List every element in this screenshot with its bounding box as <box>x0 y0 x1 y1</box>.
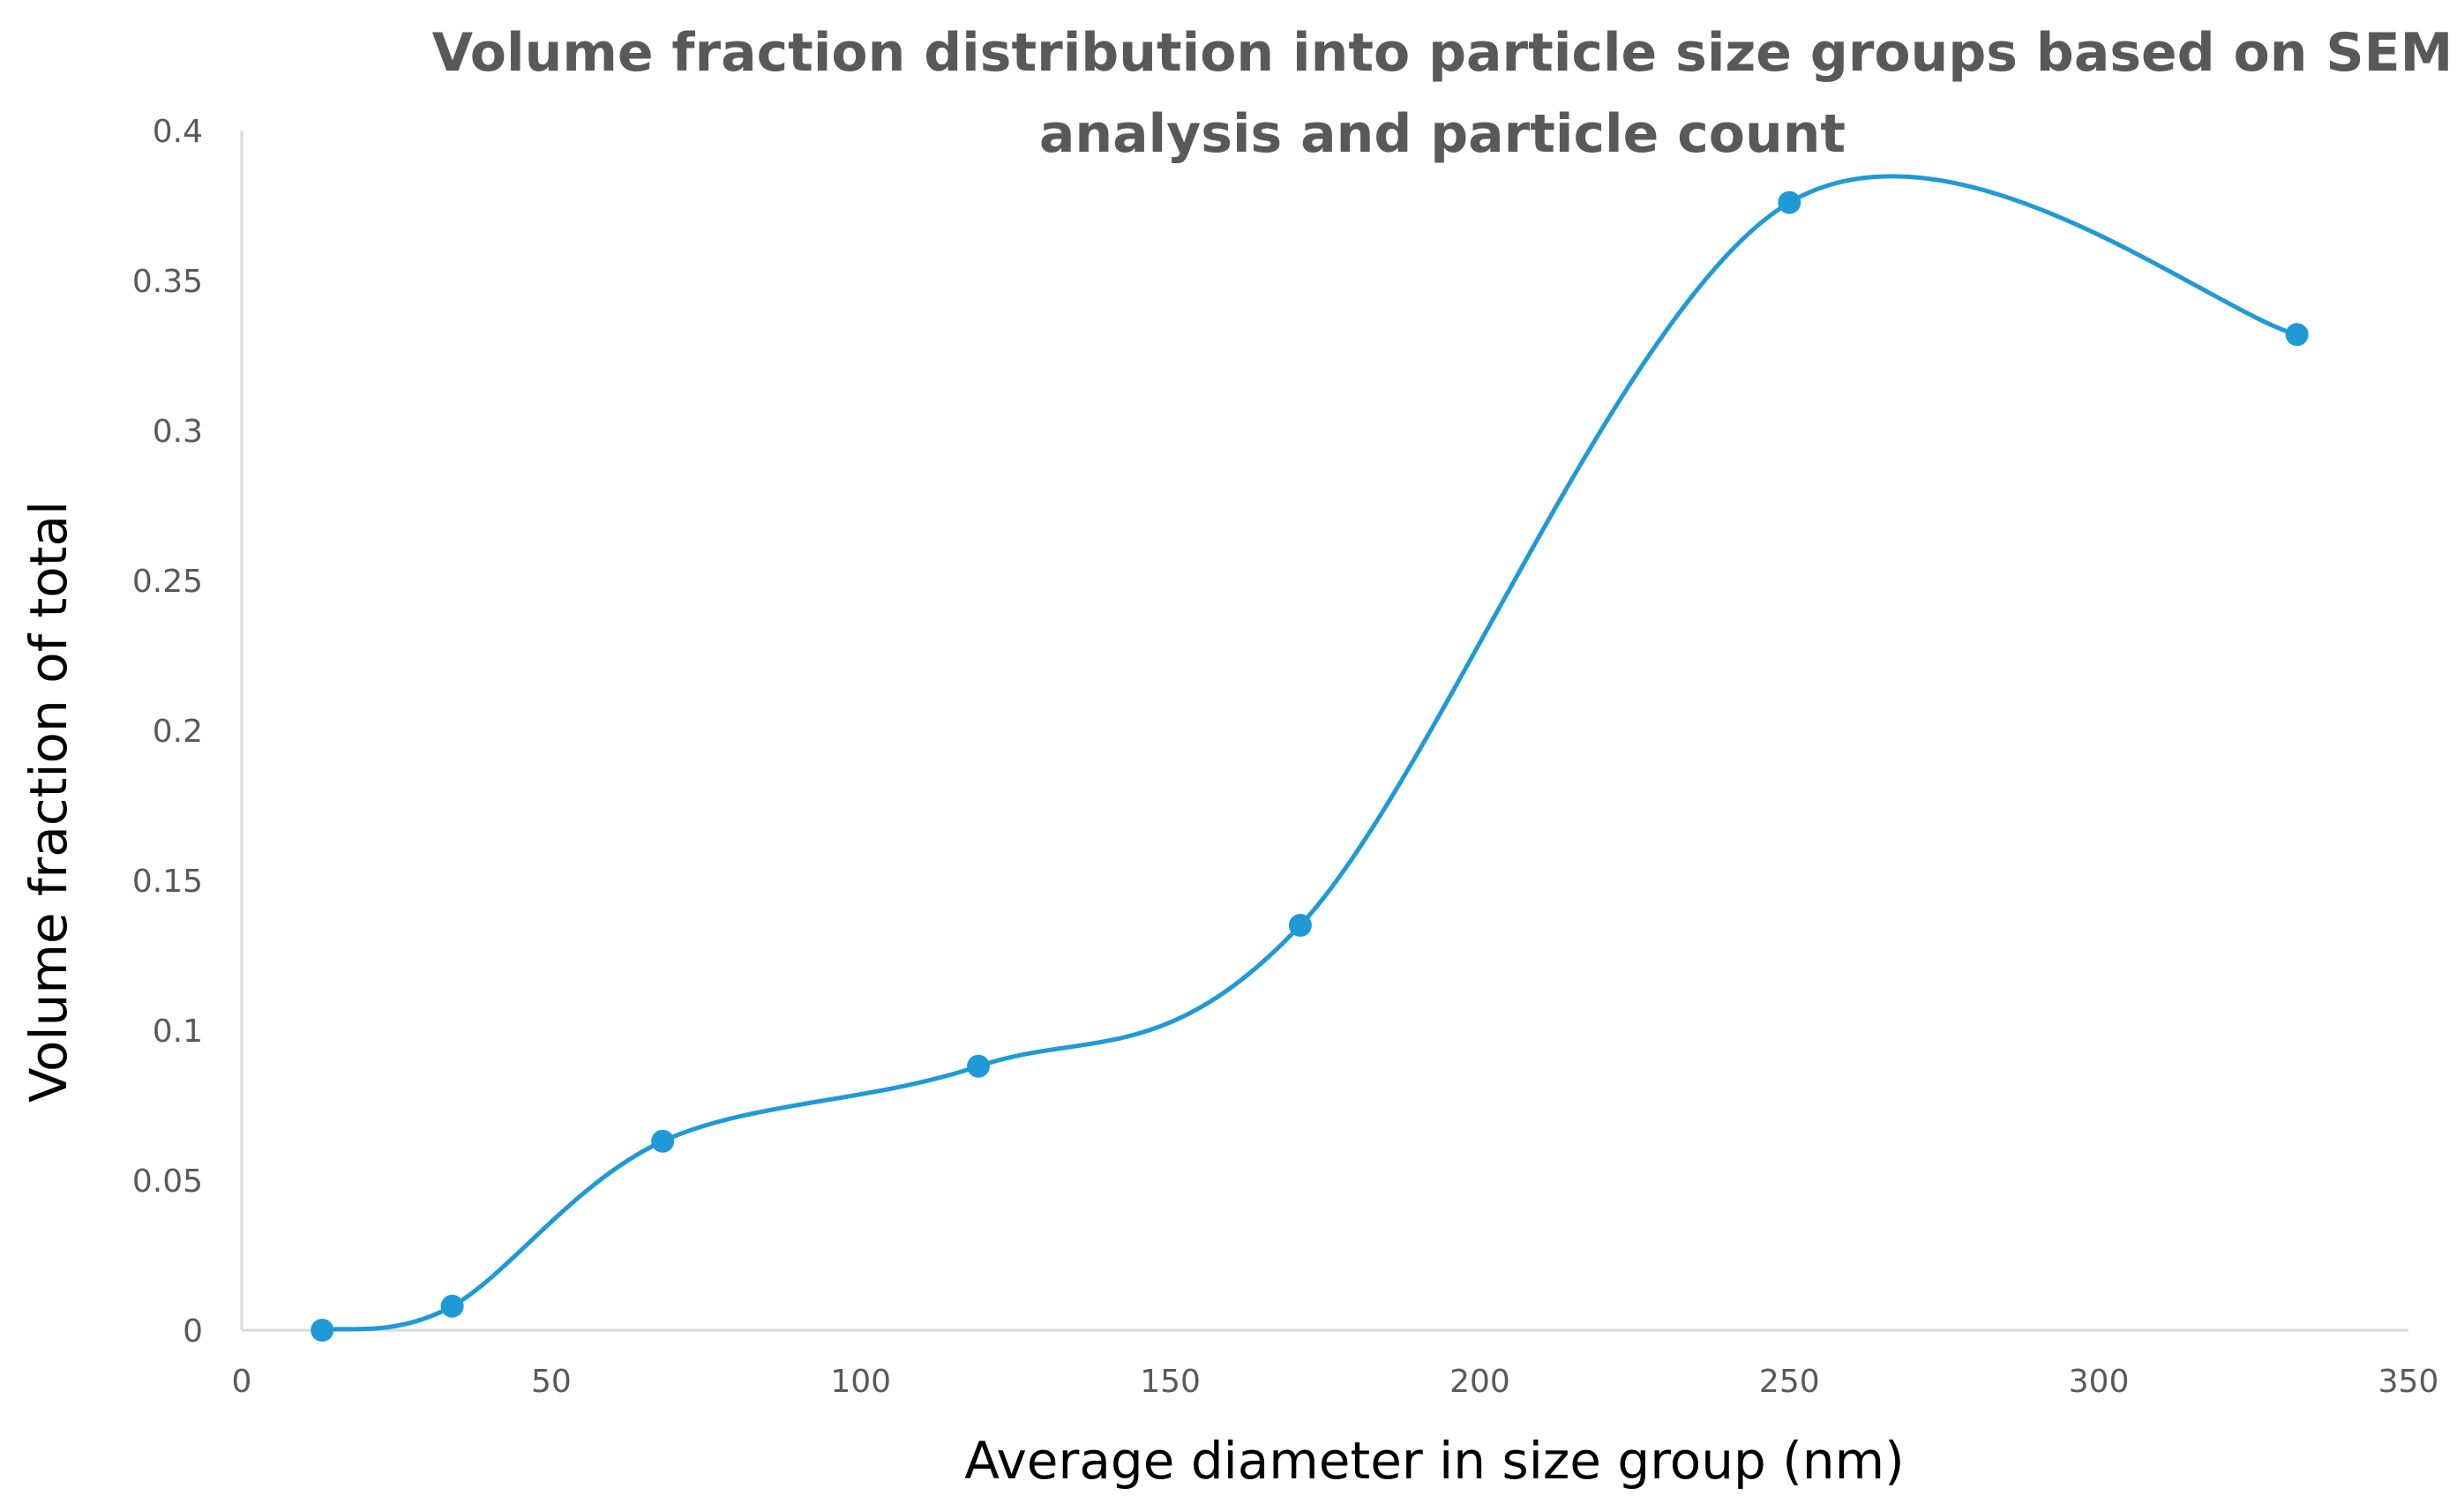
x-tick-label: 0 <box>232 1364 252 1400</box>
data-point <box>2285 323 2309 347</box>
chart-title-line-2: analysis and particle count <box>1039 103 1846 165</box>
y-tick-label: 0.35 <box>132 264 203 300</box>
y-axis-title: Volume fraction of total <box>19 501 79 1103</box>
series-line <box>321 174 2298 1333</box>
chart-title: Volume fraction distribution into partic… <box>432 22 2453 165</box>
y-tick-label: 0.4 <box>153 114 203 150</box>
data-point <box>440 1294 464 1318</box>
x-axis-title: Average diameter in size group (nm) <box>964 1431 1905 1491</box>
y-tick-label: 0.15 <box>132 864 203 900</box>
data-point <box>651 1129 675 1153</box>
x-tick-label: 350 <box>2378 1364 2439 1400</box>
x-tick-label: 150 <box>1140 1364 1201 1400</box>
x-tick-labels: 0 50 100 150 200 250 300 350 <box>232 1364 2439 1400</box>
x-tick-label: 200 <box>1449 1364 1510 1400</box>
y-tick-labels: 0 0.05 0.1 0.15 0.2 0.25 0.3 0.35 0.4 <box>132 114 203 1350</box>
x-tick-label: 100 <box>830 1364 891 1400</box>
x-tick-label: 50 <box>531 1364 572 1400</box>
data-series <box>311 174 2309 1342</box>
y-tick-label: 0 <box>183 1313 203 1350</box>
y-tick-label: 0.1 <box>153 1014 203 1050</box>
chart-title-line-1: Volume fraction distribution into partic… <box>432 22 2453 84</box>
data-point <box>311 1319 334 1342</box>
data-point <box>967 1054 991 1078</box>
x-tick-label: 250 <box>1759 1364 1820 1400</box>
y-tick-label: 0.05 <box>132 1163 203 1200</box>
data-points <box>311 191 2309 1342</box>
x-tick-label: 300 <box>2069 1364 2130 1400</box>
y-tick-label: 0.2 <box>153 714 203 750</box>
data-point <box>1778 191 1801 214</box>
data-point <box>1288 914 1312 937</box>
y-tick-label: 0.3 <box>153 414 203 450</box>
y-tick-label: 0.25 <box>132 564 203 600</box>
